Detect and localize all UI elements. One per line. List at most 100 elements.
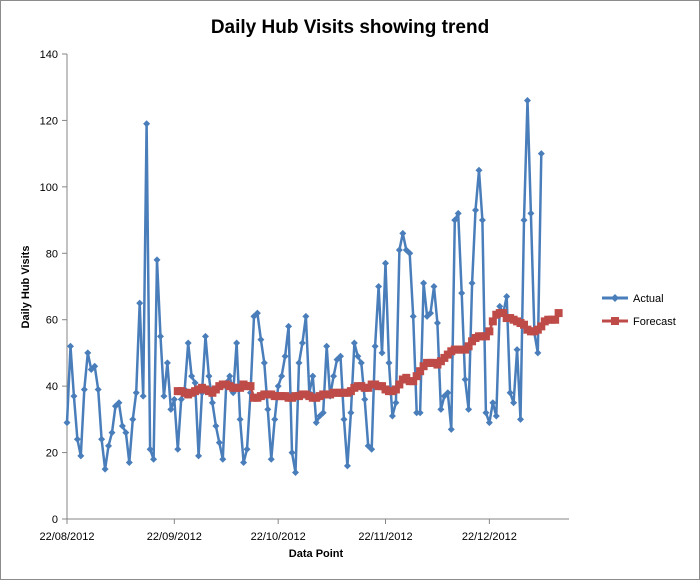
x-axis-label: Data Point	[289, 548, 344, 560]
data-point-forecast	[464, 342, 473, 351]
data-point-actual	[458, 289, 466, 297]
data-point-actual	[243, 445, 251, 453]
data-point-actual	[170, 395, 178, 403]
data-point-actual	[350, 339, 358, 347]
data-point-forecast	[246, 382, 255, 391]
data-point-actual	[118, 422, 126, 430]
data-point-actual	[392, 399, 400, 407]
data-point-actual	[191, 379, 199, 387]
data-point-actual	[309, 372, 317, 380]
data-point-actual	[153, 256, 161, 264]
data-point-actual	[233, 339, 241, 347]
data-point-actual	[378, 349, 386, 357]
x-tick-label: 22/09/2012	[147, 531, 202, 543]
data-point-forecast	[499, 309, 508, 318]
data-point-actual	[150, 455, 158, 463]
data-point-actual	[375, 283, 383, 290]
chart-title: Daily Hub Visits showing trend	[211, 17, 489, 38]
data-point-actual	[240, 459, 248, 467]
data-point-forecast	[481, 332, 490, 341]
data-point-actual	[143, 120, 151, 128]
data-point-actual	[208, 399, 216, 407]
y-tick-label: 60	[46, 315, 58, 327]
data-point-actual	[174, 445, 182, 453]
data-point-actual	[115, 399, 123, 407]
data-point-actual	[361, 395, 369, 403]
data-point-actual	[260, 359, 268, 367]
legend-forecast-label: Forecast	[633, 316, 676, 328]
data-point-actual	[146, 445, 154, 453]
y-tick-label: 0	[52, 514, 58, 526]
data-point-actual	[257, 336, 265, 344]
legend-actual-label: Actual	[633, 293, 664, 305]
data-point-actual	[430, 283, 438, 290]
data-point-actual	[451, 216, 459, 224]
data-point-actual	[399, 229, 407, 237]
x-tick-label: 22/12/2012	[462, 531, 517, 543]
x-ticks: 22/08/2012 22/09/2012 22/10/2012 22/11/2012…	[39, 519, 517, 543]
data-point-actual	[482, 409, 490, 417]
data-point-actual	[492, 412, 500, 420]
data-point-actual	[132, 389, 140, 397]
x-tick-label: 22/08/2012	[39, 531, 94, 543]
x-tick-label: 22/10/2012	[251, 531, 306, 543]
y-tick-label: 40	[46, 381, 58, 393]
data-point-actual	[274, 382, 282, 390]
data-point-actual	[298, 339, 306, 347]
data-point-actual	[506, 389, 514, 397]
data-point-actual	[288, 449, 296, 457]
data-point-forecast	[554, 309, 563, 318]
data-point-actual	[156, 332, 164, 340]
data-point-actual	[98, 435, 106, 443]
data-point-actual	[236, 415, 244, 423]
data-point-actual	[184, 339, 192, 347]
data-point-actual	[534, 349, 542, 357]
data-point-actual	[485, 419, 493, 427]
data-point-actual	[523, 97, 531, 104]
data-point-actual	[454, 209, 462, 217]
data-point-actual	[271, 415, 279, 423]
data-point-actual	[215, 439, 223, 447]
data-point-actual	[385, 359, 393, 367]
data-point-forecast	[485, 327, 494, 336]
data-point-actual	[195, 452, 203, 460]
data-point-actual	[437, 405, 445, 413]
data-point-actual	[91, 362, 99, 370]
data-point-actual	[312, 419, 320, 427]
data-point-actual	[409, 312, 417, 320]
data-point-actual	[122, 429, 130, 437]
data-point-actual	[253, 309, 261, 317]
data-point-actual	[264, 405, 272, 413]
data-point-actual	[63, 419, 71, 427]
data-point-actual	[188, 372, 196, 380]
data-point-forecast	[391, 385, 400, 394]
data-point-actual	[163, 359, 171, 367]
data-point-actual	[302, 312, 310, 320]
data-point-actual	[388, 412, 396, 420]
data-point-forecast	[412, 372, 421, 381]
y-tick-label: 140	[40, 49, 58, 61]
y-tick-label: 80	[46, 248, 58, 260]
data-point-actual	[461, 376, 469, 383]
data-point-forecast	[488, 317, 497, 326]
y-axis-label: Daily Hub Visits	[20, 246, 32, 329]
data-point-actual	[489, 399, 497, 407]
y-tick-label: 20	[46, 448, 58, 460]
data-point-actual	[444, 389, 452, 397]
data-point-actual	[371, 342, 379, 350]
data-point-actual	[433, 319, 441, 327]
data-point-actual	[323, 342, 331, 350]
series-actual	[63, 97, 545, 476]
data-point-forecast	[416, 367, 425, 376]
data-point-actual	[427, 309, 435, 317]
data-point-actual	[513, 346, 521, 354]
data-point-actual	[94, 385, 102, 393]
data-point-actual	[382, 259, 390, 267]
legend-item-actual: Actual	[602, 293, 664, 305]
data-point-actual	[267, 455, 275, 463]
data-point-actual	[354, 352, 362, 360]
data-point-actual	[406, 249, 414, 257]
data-point-actual	[285, 322, 293, 330]
data-point-actual	[295, 359, 303, 367]
